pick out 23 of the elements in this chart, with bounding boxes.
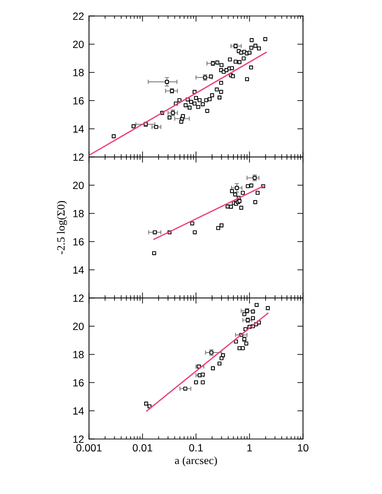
y-tick-label: 20	[73, 40, 84, 48]
y-tick-label: 16	[73, 238, 84, 246]
y-tick-label: 16	[73, 97, 84, 104]
x-tick-label: 10	[298, 444, 308, 452]
y-tick-label: 20	[73, 322, 84, 330]
y-tick-label: 16	[73, 379, 84, 386]
y-tick-label: 22	[73, 12, 84, 20]
y-tick-label: 12	[73, 436, 84, 443]
y-tick-label: 14	[73, 407, 84, 415]
y-tick-label: 12	[73, 154, 84, 161]
x-tick-label: 1	[247, 444, 252, 452]
y-tick-label: 14	[73, 266, 84, 274]
y-tick-label: 18	[73, 350, 84, 358]
y-tick-label: 18	[73, 210, 84, 218]
x-tick-label: 0.1	[189, 444, 203, 452]
y-tick-label: 18	[73, 68, 84, 76]
y-tick-label: 12	[73, 294, 84, 302]
x-tick-label: 0.001	[76, 444, 102, 452]
y-axis-title: -2.5 log(Σ0)	[56, 200, 67, 254]
y-tick-label: 20	[73, 182, 84, 190]
x-axis-title: a (arcsec)	[174, 456, 217, 466]
x-tick-label: 0.01	[132, 444, 152, 452]
y-tick-label: 14	[73, 125, 84, 133]
